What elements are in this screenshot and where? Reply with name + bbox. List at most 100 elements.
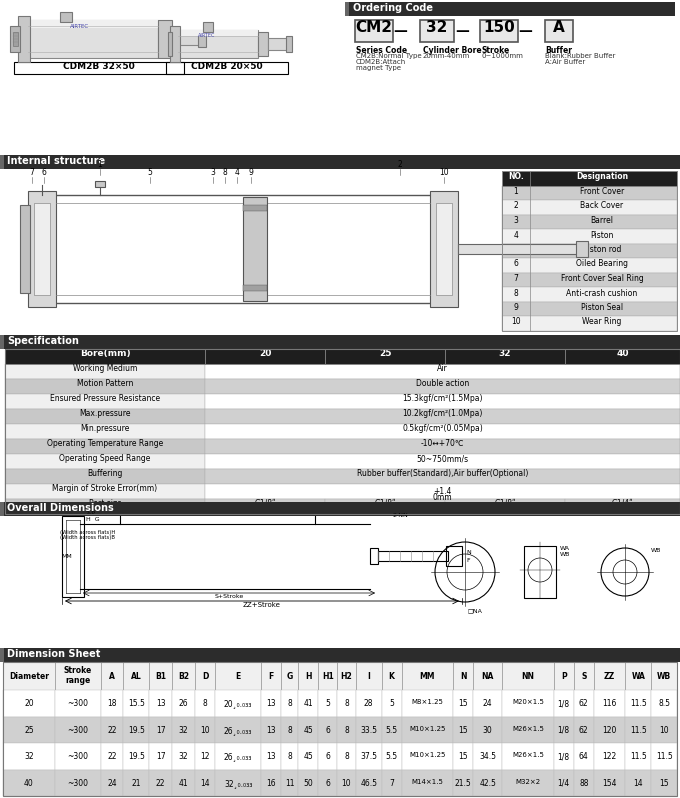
Text: 41: 41 [304, 699, 313, 709]
Text: 150: 150 [483, 20, 515, 35]
Text: 18: 18 [107, 699, 117, 709]
Text: 11.5: 11.5 [630, 699, 647, 709]
Bar [356, 769, 381, 796]
Bar [195, 690, 216, 717]
Bar [626, 717, 651, 743]
Bar [299, 717, 318, 743]
Text: ~300: ~300 [67, 725, 88, 735]
Text: M20×1.5: M20×1.5 [512, 699, 544, 705]
Text: Front Cover: Front Cover [580, 187, 624, 196]
Text: -10↔+70℃: -10↔+70℃ [421, 439, 464, 448]
Text: magnet Type: magnet Type [356, 65, 401, 71]
Bar [195, 717, 216, 743]
Bar [172, 662, 195, 690]
Text: Front Cover Seal Ring: Front Cover Seal Ring [560, 274, 643, 283]
Bar [5, 484, 205, 499]
Bar [356, 743, 381, 769]
Bar [172, 690, 195, 717]
Text: 45: 45 [303, 753, 313, 761]
Bar [172, 769, 195, 796]
Text: CM2B:Normal Type: CM2B:Normal Type [356, 53, 422, 59]
Bar [158, 20, 172, 58]
Text: 6: 6 [325, 753, 330, 761]
Text: Margin of Stroke Error(mm): Margin of Stroke Error(mm) [52, 484, 158, 493]
Text: WB: WB [560, 552, 571, 557]
Bar [3, 717, 54, 743]
Bar [502, 200, 677, 215]
Bar [198, 31, 206, 47]
Text: (Width across flats)B: (Width across flats)B [60, 535, 115, 540]
Text: 5.5: 5.5 [386, 725, 398, 735]
Text: 32¸₀.₀₃₃: 32¸₀.₀₃₃ [224, 779, 252, 788]
Text: Ensured Pressure Resistance: Ensured Pressure Resistance [50, 394, 160, 403]
Text: CDM2B 32×50: CDM2B 32×50 [63, 62, 135, 71]
Bar [124, 690, 150, 717]
Text: 15: 15 [660, 779, 669, 788]
Bar [420, 20, 454, 42]
Bar [576, 241, 588, 257]
Text: 6: 6 [325, 779, 330, 788]
Text: B1: B1 [155, 672, 166, 681]
Text: 20: 20 [24, 699, 33, 709]
Bar [299, 690, 318, 717]
Text: Anti-crash cushion: Anti-crash cushion [566, 289, 638, 298]
Text: 1/8: 1/8 [558, 725, 570, 735]
Bar [34, 203, 50, 295]
Bar [473, 717, 502, 743]
Text: WB: WB [657, 672, 671, 681]
Bar [172, 743, 195, 769]
Bar [594, 662, 626, 690]
Bar [651, 717, 677, 743]
Bar [554, 662, 574, 690]
Bar [345, 2, 349, 16]
Bar [150, 717, 172, 743]
Text: 15: 15 [458, 753, 468, 761]
Text: Dimension Sheet: Dimension Sheet [7, 649, 101, 659]
Text: 8: 8 [513, 289, 518, 298]
Text: 15: 15 [458, 725, 468, 735]
Bar [62, 516, 84, 597]
Bar [480, 20, 518, 42]
Text: G1/8ʺ: G1/8ʺ [374, 499, 396, 508]
Text: 0.5kgf/cm²(0.05Mpa): 0.5kgf/cm²(0.05Mpa) [402, 424, 483, 433]
Text: WA: WA [631, 672, 645, 681]
Bar [436, 203, 452, 295]
Text: ZZ+Stroke: ZZ+Stroke [243, 602, 281, 608]
Text: Working Medium: Working Medium [73, 364, 137, 373]
Text: 8: 8 [222, 168, 227, 177]
Text: range: range [65, 676, 90, 685]
Bar [0, 335, 680, 349]
Bar [345, 2, 675, 16]
Text: 13: 13 [267, 753, 276, 761]
Bar [454, 717, 473, 743]
Bar [0, 0, 680, 155]
Text: 13: 13 [267, 699, 276, 709]
Bar [124, 717, 150, 743]
Bar [554, 690, 574, 717]
Text: 34.5: 34.5 [479, 753, 496, 761]
Bar [282, 662, 299, 690]
Bar [20, 205, 30, 293]
Bar [402, 717, 454, 743]
Text: 26¸₀.₀₃₃: 26¸₀.₀₃₃ [224, 725, 252, 735]
Bar [502, 690, 554, 717]
Text: Oiled Bearing: Oiled Bearing [576, 259, 628, 268]
Bar [381, 743, 402, 769]
Text: 1/8: 1/8 [558, 753, 570, 761]
Text: Back Cover: Back Cover [581, 202, 624, 211]
Text: 12: 12 [201, 753, 210, 761]
Text: 8: 8 [203, 699, 207, 709]
Text: 8: 8 [288, 699, 292, 709]
Text: 30: 30 [483, 725, 492, 735]
Bar [502, 717, 554, 743]
Text: 64: 64 [579, 753, 589, 761]
Text: ~300: ~300 [67, 699, 88, 709]
Text: AIRTEC: AIRTEC [70, 24, 89, 29]
Bar [243, 197, 267, 301]
Text: 116: 116 [602, 699, 617, 709]
Bar [5, 394, 205, 409]
Text: 9: 9 [513, 303, 518, 312]
Text: ~300: ~300 [67, 753, 88, 761]
Bar [205, 349, 325, 364]
Text: G1/8ʺ: G1/8ʺ [494, 499, 515, 508]
